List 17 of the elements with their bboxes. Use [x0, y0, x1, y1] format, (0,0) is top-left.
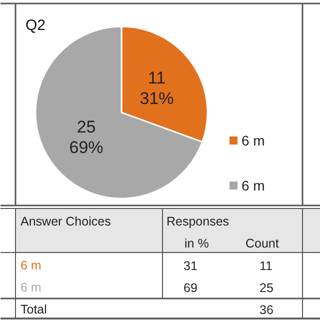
text: Answer Choices	[20, 214, 111, 228]
text: 25	[260, 281, 274, 295]
text: Total	[20, 302, 47, 316]
text: Responses	[166, 214, 230, 228]
legend-label: 6 m	[242, 132, 265, 148]
text: in %	[184, 236, 209, 250]
data-label: 25 69%	[69, 118, 104, 158]
legend-label: 6 m	[242, 178, 265, 194]
data-label: 11 31%	[140, 68, 174, 108]
category-label: 6 m	[20, 258, 42, 272]
text: 69	[184, 281, 198, 295]
text: 11	[260, 259, 273, 273]
text: 36	[260, 303, 274, 317]
chart-title: Q2	[26, 17, 46, 34]
category-label: 6 m	[20, 280, 42, 294]
text: 31	[184, 259, 198, 273]
text: Count	[246, 236, 280, 250]
